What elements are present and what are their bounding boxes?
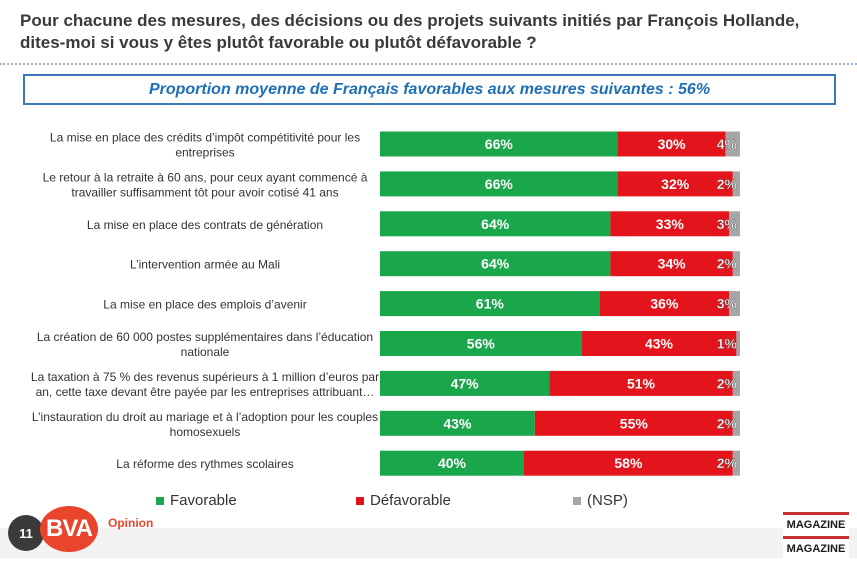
bar-segment-nsp bbox=[732, 410, 740, 436]
bar-segment-defavorable bbox=[599, 291, 730, 317]
category-label: La création de 60 000 postes supplémenta… bbox=[37, 330, 373, 344]
bar-label-defavorable: 58% bbox=[614, 455, 643, 471]
bar-label-favorable: 47% bbox=[451, 375, 480, 391]
bar-segment-nsp bbox=[732, 171, 740, 197]
bar-label-favorable: 61% bbox=[476, 296, 505, 312]
legend-label-nsp: (NSP) bbox=[587, 492, 628, 509]
bar-label-defavorable: 43% bbox=[645, 336, 674, 352]
bar-label-defavorable: 32% bbox=[661, 176, 690, 192]
bar-label-defavorable: 34% bbox=[658, 256, 687, 272]
bar-segment-favorable bbox=[380, 370, 550, 396]
legend-defavorable: Défavorable bbox=[356, 492, 451, 509]
legend-favorable: Favorable bbox=[156, 492, 237, 509]
bar-label-defavorable: 30% bbox=[658, 136, 687, 152]
legend-label-favorable: Favorable bbox=[170, 492, 237, 509]
category-label: entreprises bbox=[175, 146, 234, 160]
bar-segment-favorable bbox=[380, 171, 618, 197]
magazine-logo-top: MAGAZINE bbox=[783, 512, 849, 537]
bar-label-defavorable: 55% bbox=[620, 415, 649, 431]
bar-segment-nsp bbox=[736, 331, 740, 356]
bar-segment-nsp bbox=[729, 211, 740, 237]
category-label: Le retour à la retraite à 60 ans, pour c… bbox=[43, 170, 368, 184]
bar-label-nsp: 3% bbox=[717, 296, 738, 312]
bar-label-nsp: 3% bbox=[717, 216, 738, 232]
bar-segment-defavorable bbox=[617, 171, 733, 197]
bar-label-favorable: 64% bbox=[481, 216, 510, 232]
footer-bar bbox=[0, 528, 857, 558]
bar-label-nsp: 1% bbox=[717, 336, 738, 352]
bar-segment-nsp bbox=[729, 291, 740, 317]
bar-segment-defavorable bbox=[534, 410, 733, 436]
bar-segment-defavorable bbox=[610, 251, 733, 277]
divider bbox=[0, 63, 857, 65]
category-label: L’instauration du droit au mariage et à … bbox=[32, 410, 378, 424]
bar-label-nsp: 2% bbox=[717, 455, 738, 471]
category-label: L’intervention armée au Mali bbox=[130, 258, 280, 272]
magazine-logo-bottom: MAGAZINE bbox=[783, 536, 849, 561]
bar-segment-favorable bbox=[380, 410, 535, 436]
legend-swatch-favorable bbox=[156, 496, 164, 505]
bva-logo: BVA bbox=[40, 506, 98, 552]
bar-label-nsp: 2% bbox=[717, 256, 738, 272]
bar-label-favorable: 66% bbox=[485, 176, 514, 192]
bar-label-defavorable: 51% bbox=[627, 375, 656, 391]
bar-segment-defavorable bbox=[524, 450, 733, 476]
bar-label-favorable: 56% bbox=[467, 336, 496, 352]
category-label: an, cette taxe devant être payée par les… bbox=[36, 385, 375, 399]
bar-segment-nsp bbox=[732, 450, 740, 476]
bar-label-favorable: 40% bbox=[438, 455, 467, 471]
category-label: La mise en place des crédits d’impôt com… bbox=[50, 131, 360, 145]
bar-segment-favorable bbox=[380, 331, 582, 356]
average-text: Proportion moyenne de Français favorable… bbox=[148, 80, 711, 98]
category-label: La mise en place des emplois d’avenir bbox=[103, 298, 306, 312]
bar-segment-favorable bbox=[380, 450, 524, 476]
category-label: La mise en place des contrats de générat… bbox=[87, 218, 323, 232]
bar-segment-defavorable bbox=[581, 331, 737, 356]
bar-label-nsp: 2% bbox=[717, 375, 738, 391]
bar-segment-nsp bbox=[725, 131, 740, 157]
bar-segment-defavorable bbox=[617, 131, 726, 157]
legend-swatch-nsp bbox=[573, 496, 581, 505]
bva-tagline: Opinion bbox=[108, 516, 154, 530]
legend-label-defavorable: Défavorable bbox=[370, 492, 451, 509]
category-label: La réforme des rythmes scolaires bbox=[116, 457, 293, 471]
bar-label-favorable: 64% bbox=[481, 256, 510, 272]
bar-label-nsp: 4% bbox=[717, 136, 738, 152]
bar-segment-favorable bbox=[380, 251, 611, 277]
category-label: homosexuels bbox=[170, 425, 241, 439]
bar-label-nsp: 2% bbox=[717, 415, 738, 431]
category-label: nationale bbox=[181, 345, 230, 359]
question-title: Pour chacune des mesures, des décisions … bbox=[20, 11, 800, 52]
bar-label-defavorable: 36% bbox=[650, 296, 679, 312]
legend-swatch-defavorable bbox=[356, 496, 364, 505]
bar-segment-nsp bbox=[732, 370, 740, 396]
bar-segment-defavorable bbox=[549, 370, 733, 396]
page-number: 11 bbox=[8, 515, 44, 551]
bar-segment-favorable bbox=[380, 131, 618, 157]
category-label: La taxation à 75 % des revenus supérieur… bbox=[31, 370, 379, 384]
bar-label-favorable: 66% bbox=[485, 136, 514, 152]
bar-label-favorable: 43% bbox=[443, 415, 472, 431]
bar-segment-favorable bbox=[380, 291, 600, 317]
legend-nsp: (NSP) bbox=[573, 492, 628, 509]
bar-label-nsp: 2% bbox=[717, 176, 738, 192]
bar-label-defavorable: 33% bbox=[656, 216, 685, 232]
bar-segment-defavorable bbox=[610, 211, 730, 237]
average-box: Proportion moyenne de Français favorable… bbox=[23, 74, 836, 105]
bar-segment-nsp bbox=[732, 251, 740, 277]
category-label: travailler suffisamment tôt pour avoir c… bbox=[71, 185, 338, 199]
bar-segment-favorable bbox=[380, 211, 611, 237]
